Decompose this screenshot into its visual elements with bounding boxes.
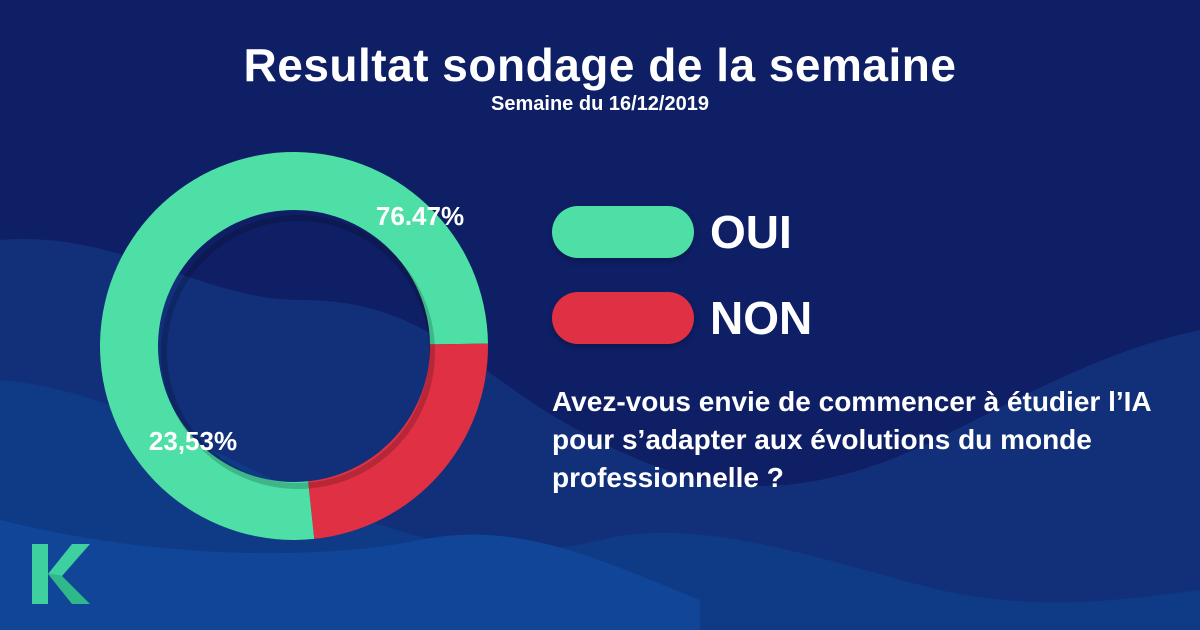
k-logo-icon [32,544,90,604]
legend-label-non: NON [710,292,813,344]
legend-item-oui: OUI [552,205,792,259]
legend-swatch-oui [552,206,694,258]
donut-slice-oui [99,152,488,541]
donut-slice-non [308,343,489,539]
poll-question: Avez-vous envie de commencer à étudier l… [552,386,1151,493]
donut-label-oui: 76.47% [376,201,464,231]
legend-label-oui: OUI [710,206,792,258]
legend-item-non: NON [552,291,812,345]
page-title: Resultat sondage de la semaine [243,39,957,91]
donut-inner-shadow [161,215,435,489]
donut-label-non: 23,53% [149,426,237,456]
legend-swatch-non [552,292,694,344]
page-subtitle: Semaine du 16/12/2019 [491,93,709,115]
